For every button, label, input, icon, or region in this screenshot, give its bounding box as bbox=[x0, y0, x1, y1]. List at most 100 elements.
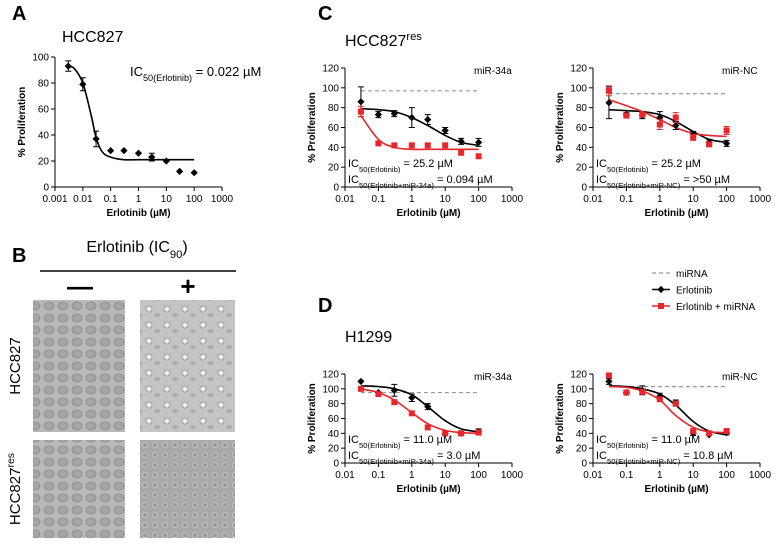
panel-title: HCC827 bbox=[62, 29, 123, 46]
x-tick-label: 0.001 bbox=[42, 194, 67, 205]
data-point bbox=[408, 142, 415, 149]
treatment-title-part: Erlotinib (IC bbox=[86, 239, 170, 256]
annotation: IC50(Erlotinib+miR-NC) = >50 µM bbox=[596, 174, 730, 190]
x-tick-label: 1000 bbox=[749, 194, 772, 205]
y-tick-label: 80 bbox=[328, 103, 340, 114]
y-tick-label: 120 bbox=[570, 64, 587, 75]
data-point bbox=[162, 157, 170, 165]
y-tick-label: 80 bbox=[576, 399, 588, 410]
data-point bbox=[690, 428, 697, 435]
data-point bbox=[706, 430, 713, 437]
condition-label: miR-NC bbox=[722, 66, 758, 77]
panel-label: A bbox=[12, 3, 26, 25]
annotation-part: = 10.8 µM bbox=[680, 450, 733, 462]
y-tick-label: 0 bbox=[581, 459, 587, 470]
legend-label: Erlotinib + miRNA bbox=[676, 302, 756, 313]
y-tick-label: 20 bbox=[328, 163, 340, 174]
x-tick-label: 0.01 bbox=[335, 194, 355, 205]
x-tick-label: 0.1 bbox=[371, 470, 385, 481]
data-point bbox=[723, 139, 731, 147]
data-point bbox=[424, 424, 431, 431]
x-tick-label: 1 bbox=[657, 194, 663, 205]
annotation-part: = 3.0 µM bbox=[434, 450, 480, 462]
annotation-part: IC bbox=[596, 450, 607, 462]
row-label-part: res bbox=[5, 453, 17, 468]
annotation-part: 50(Erlotinib) bbox=[143, 73, 192, 83]
y-tick-label: 0 bbox=[333, 183, 339, 194]
x-tick-label: 100 bbox=[470, 194, 487, 205]
annotation-part: IC bbox=[348, 158, 359, 170]
data-point bbox=[475, 138, 483, 146]
x-tick-label: 1 bbox=[409, 194, 415, 205]
data-point bbox=[357, 385, 364, 392]
panel-title-part: HCC827 bbox=[62, 29, 123, 46]
x-tick-label: 100 bbox=[470, 470, 487, 481]
treatment-title-part: 90 bbox=[170, 249, 182, 261]
x-tick-label: 1000 bbox=[501, 470, 524, 481]
panel-label: C bbox=[318, 3, 332, 25]
data-point bbox=[441, 126, 449, 135]
annotation-part: 50(Erlotinib) bbox=[359, 441, 401, 450]
data-point bbox=[723, 127, 730, 134]
data-point bbox=[92, 135, 100, 143]
data-point bbox=[706, 141, 713, 148]
data-point bbox=[424, 115, 432, 124]
data-point bbox=[390, 110, 398, 118]
condition-label: miR-34a bbox=[474, 372, 512, 383]
y-tick-label: 120 bbox=[322, 370, 339, 381]
x-tick-label: 1000 bbox=[749, 470, 772, 481]
annotation-part: 50(Erlotinib) bbox=[359, 165, 401, 174]
data-point bbox=[442, 142, 449, 149]
y-tick-label: 40 bbox=[38, 131, 50, 142]
treatment-title-part: ) bbox=[182, 239, 187, 256]
column-label: — bbox=[67, 271, 93, 301]
data-point bbox=[672, 114, 679, 121]
data-point bbox=[408, 410, 415, 417]
annotation-part: = 25.2 µM bbox=[648, 158, 701, 170]
panel-title-part: HCC827 bbox=[345, 33, 406, 50]
data-point bbox=[723, 428, 730, 435]
treatment-title: Erlotinib (IC90) bbox=[86, 239, 187, 261]
panel-title-part: H1299 bbox=[345, 329, 392, 346]
annotation-part: 50(Erlotinib) bbox=[607, 165, 649, 174]
data-point bbox=[475, 153, 482, 160]
data-point bbox=[458, 430, 465, 437]
x-tick-label: 1 bbox=[409, 470, 415, 481]
y-tick-label: 100 bbox=[570, 384, 587, 395]
data-point bbox=[672, 121, 680, 130]
annotation: IC50(Erlotinib) = 11.0 µM bbox=[596, 434, 700, 450]
x-tick-label: 1 bbox=[136, 194, 142, 205]
data-point bbox=[672, 400, 679, 407]
y-tick-label: 20 bbox=[38, 157, 50, 168]
data-point bbox=[391, 399, 398, 406]
data-point bbox=[176, 167, 184, 175]
annotation-part: 50(Erlotinib+miR-34a) bbox=[359, 181, 434, 190]
data-point bbox=[605, 87, 612, 94]
x-tick-label: 0.01 bbox=[583, 194, 603, 205]
x-tick-label: 0.1 bbox=[619, 470, 633, 481]
x-tick-label: 100 bbox=[718, 194, 735, 205]
data-point bbox=[190, 169, 198, 177]
y-tick-label: 40 bbox=[576, 143, 588, 154]
annotation-part: IC bbox=[596, 174, 607, 186]
annotation-part: IC bbox=[596, 434, 607, 446]
panel-label: B bbox=[12, 245, 26, 267]
y-tick-label: 60 bbox=[328, 414, 340, 425]
annotation: IC50(Erlotinib+miR-34a) = 3.0 µM bbox=[348, 450, 480, 466]
y-tick-label: 20 bbox=[576, 163, 588, 174]
panel-title: HCC827res bbox=[345, 31, 422, 50]
y-tick-label: 40 bbox=[328, 143, 340, 154]
panel-label: D bbox=[318, 295, 332, 317]
y-tick-label: 0 bbox=[333, 459, 339, 470]
row-label-part: HCC827 bbox=[7, 337, 24, 395]
data-point bbox=[375, 140, 382, 147]
x-axis-label: Erlotinib (µM) bbox=[396, 484, 460, 495]
y-axis-label: % Proliferation bbox=[307, 92, 318, 163]
y-tick-label: 100 bbox=[570, 83, 587, 94]
y-tick-label: 0 bbox=[43, 183, 49, 194]
data-point bbox=[357, 377, 365, 386]
annotation-part: = 11.0 µM bbox=[648, 434, 700, 446]
y-axis-label: % Proliferation bbox=[555, 383, 566, 454]
x-tick-label: 100 bbox=[186, 194, 203, 205]
annotation-part: IC bbox=[348, 450, 359, 462]
